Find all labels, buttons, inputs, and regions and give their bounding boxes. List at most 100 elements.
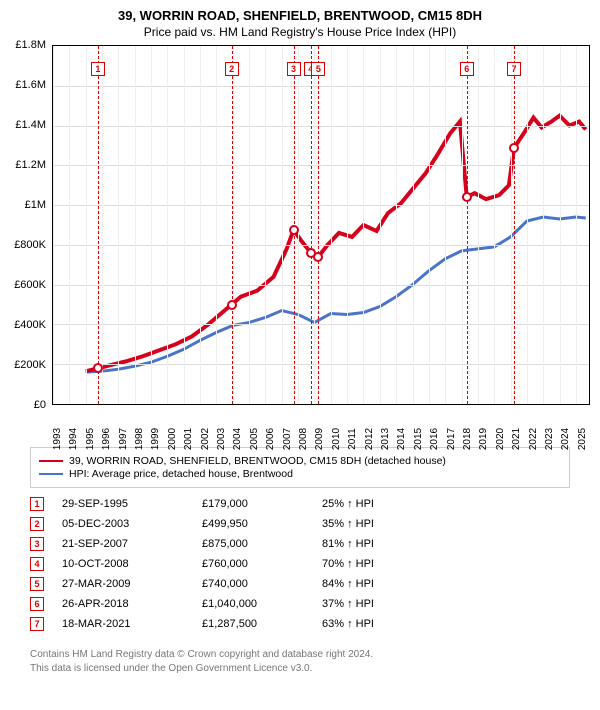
- row-date: 29-SEP-1995: [62, 498, 202, 510]
- row-price: £1,040,000: [202, 598, 322, 610]
- x-tick-label: 2020: [495, 428, 506, 450]
- row-price: £760,000: [202, 558, 322, 570]
- x-tick-label: 2012: [364, 428, 375, 450]
- gridline-v: [282, 46, 283, 404]
- gridline-v: [543, 46, 544, 404]
- gridline-v: [576, 46, 577, 404]
- x-tick-label: 2023: [544, 428, 555, 450]
- footer-line2: This data is licensed under the Open Gov…: [30, 662, 570, 676]
- x-tick-label: 2019: [478, 428, 489, 450]
- gridline-v: [331, 46, 332, 404]
- y-tick-label: £1.4M: [15, 119, 46, 131]
- gridline-v: [184, 46, 185, 404]
- price-marker: [462, 192, 472, 202]
- event-marker-box: 7: [507, 62, 521, 76]
- gridline-v: [53, 46, 54, 404]
- table-row: 718-MAR-2021£1,287,50063% ↑ HPI: [30, 614, 570, 634]
- gridline-h: [53, 126, 589, 127]
- x-axis-labels: 1993199419951996199719981999200020012002…: [52, 407, 590, 443]
- gridline-h: [53, 245, 589, 246]
- x-tick-label: 2003: [216, 428, 227, 450]
- x-tick-label: 2002: [200, 428, 211, 450]
- x-tick-label: 1997: [118, 428, 129, 450]
- gridline-v: [216, 46, 217, 404]
- row-price: £499,950: [202, 518, 322, 530]
- x-tick-label: 2008: [298, 428, 309, 450]
- y-tick-label: £600K: [14, 279, 46, 291]
- x-tick-label: 2015: [413, 428, 424, 450]
- footer-line1: Contains HM Land Registry data © Crown c…: [30, 648, 570, 662]
- row-index-box: 7: [30, 617, 44, 631]
- y-tick-label: £1.2M: [15, 159, 46, 171]
- gridline-h: [53, 364, 589, 365]
- gridline-v: [249, 46, 250, 404]
- price-marker: [93, 363, 103, 373]
- row-price: £179,000: [202, 498, 322, 510]
- gridline-h: [53, 285, 589, 286]
- x-tick-label: 2025: [577, 428, 588, 450]
- gridline-v: [314, 46, 315, 404]
- x-tick-label: 1993: [52, 428, 63, 450]
- event-line: [98, 46, 99, 404]
- row-pct: 84% ↑ HPI: [322, 578, 432, 590]
- gridline-v: [462, 46, 463, 404]
- table-row: 626-APR-2018£1,040,00037% ↑ HPI: [30, 594, 570, 614]
- event-line: [467, 46, 468, 404]
- row-pct: 25% ↑ HPI: [322, 498, 432, 510]
- transactions-table: 129-SEP-1995£179,00025% ↑ HPI205-DEC-200…: [30, 494, 570, 634]
- gridline-v: [363, 46, 364, 404]
- gridline-v: [233, 46, 234, 404]
- price-marker: [227, 300, 237, 310]
- gridline-v: [265, 46, 266, 404]
- gridline-v: [494, 46, 495, 404]
- row-pct: 37% ↑ HPI: [322, 598, 432, 610]
- title-line2: Price paid vs. HM Land Registry's House …: [10, 25, 590, 39]
- event-marker-box: 3: [287, 62, 301, 76]
- x-tick-label: 1999: [150, 428, 161, 450]
- gridline-v: [86, 46, 87, 404]
- gridline-h: [53, 165, 589, 166]
- event-marker-box: 5: [311, 62, 325, 76]
- price-marker: [509, 143, 519, 153]
- x-tick-label: 2009: [314, 428, 325, 450]
- y-tick-label: £1M: [25, 199, 46, 211]
- y-tick-label: £800K: [14, 239, 46, 251]
- gridline-h: [53, 205, 589, 206]
- legend-swatch: [39, 473, 63, 475]
- y-tick-label: £1.6M: [15, 79, 46, 91]
- gridline-v: [118, 46, 119, 404]
- price-marker: [289, 225, 299, 235]
- x-tick-label: 2011: [347, 428, 358, 450]
- event-line: [232, 46, 233, 404]
- gridline-v: [151, 46, 152, 404]
- gridline-v: [135, 46, 136, 404]
- table-row: 527-MAR-2009£740,00084% ↑ HPI: [30, 574, 570, 594]
- gridline-v: [560, 46, 561, 404]
- gridline-v: [413, 46, 414, 404]
- table-row: 205-DEC-2003£499,95035% ↑ HPI: [30, 514, 570, 534]
- x-tick-label: 2001: [183, 428, 194, 450]
- row-index-box: 3: [30, 537, 44, 551]
- gridline-v: [396, 46, 397, 404]
- legend-item: 39, WORRIN ROAD, SHENFIELD, BRENTWOOD, C…: [39, 455, 561, 467]
- x-tick-label: 2018: [462, 428, 473, 450]
- y-tick-label: £0: [34, 399, 46, 411]
- row-index-box: 4: [30, 557, 44, 571]
- gridline-v: [102, 46, 103, 404]
- gridline-v: [511, 46, 512, 404]
- row-price: £1,287,500: [202, 618, 322, 630]
- title-line1: 39, WORRIN ROAD, SHENFIELD, BRENTWOOD, C…: [10, 8, 590, 23]
- gridline-v: [167, 46, 168, 404]
- row-index-box: 5: [30, 577, 44, 591]
- gridline-v: [527, 46, 528, 404]
- row-pct: 81% ↑ HPI: [322, 538, 432, 550]
- x-tick-label: 2004: [232, 428, 243, 450]
- chart-area: 1234567 £0£200K£400K£600K£800K£1M£1.2M£1…: [52, 45, 590, 405]
- row-pct: 63% ↑ HPI: [322, 618, 432, 630]
- gridline-v: [69, 46, 70, 404]
- gridline-v: [380, 46, 381, 404]
- event-marker-box: 2: [225, 62, 239, 76]
- row-pct: 70% ↑ HPI: [322, 558, 432, 570]
- x-tick-label: 2021: [511, 428, 522, 450]
- x-tick-label: 1996: [101, 428, 112, 450]
